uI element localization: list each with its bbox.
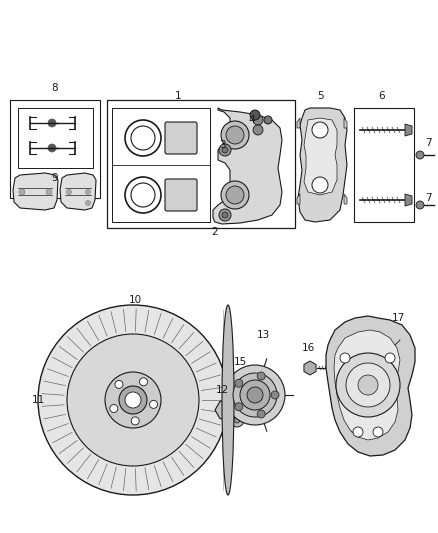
Text: 7: 7 (425, 193, 431, 203)
Circle shape (222, 212, 228, 218)
Polygon shape (405, 194, 412, 206)
Polygon shape (344, 118, 347, 128)
Text: 2: 2 (212, 227, 218, 237)
Circle shape (340, 353, 350, 363)
Circle shape (257, 410, 265, 418)
Circle shape (253, 125, 263, 135)
Text: 10: 10 (128, 295, 141, 305)
Circle shape (115, 381, 123, 389)
Circle shape (222, 147, 228, 153)
Circle shape (264, 116, 272, 124)
Circle shape (105, 372, 161, 428)
Text: 6: 6 (379, 91, 385, 101)
Circle shape (46, 189, 52, 195)
Text: 16: 16 (301, 343, 314, 353)
Circle shape (312, 177, 328, 193)
Text: 15: 15 (233, 357, 247, 367)
Text: 9: 9 (52, 173, 58, 183)
Circle shape (247, 387, 263, 403)
Circle shape (19, 189, 25, 195)
Circle shape (416, 201, 424, 209)
Circle shape (219, 209, 231, 221)
Polygon shape (215, 401, 235, 418)
FancyBboxPatch shape (165, 179, 197, 211)
Polygon shape (405, 124, 412, 136)
Circle shape (125, 392, 141, 408)
Polygon shape (334, 330, 400, 440)
Circle shape (226, 126, 244, 144)
Circle shape (336, 353, 400, 417)
Circle shape (373, 427, 383, 437)
Circle shape (67, 334, 199, 466)
Text: 13: 13 (256, 330, 270, 340)
Circle shape (169, 126, 193, 150)
Circle shape (250, 110, 260, 120)
Circle shape (235, 379, 243, 387)
Circle shape (169, 183, 193, 207)
Text: 8: 8 (52, 83, 58, 93)
Circle shape (416, 151, 424, 159)
Text: 1: 1 (175, 91, 181, 101)
Bar (354, 108, 414, 222)
Polygon shape (304, 118, 337, 195)
Text: 4: 4 (249, 115, 255, 125)
Ellipse shape (222, 305, 234, 495)
Polygon shape (326, 316, 415, 456)
Circle shape (346, 363, 390, 407)
Polygon shape (304, 361, 316, 375)
Polygon shape (13, 173, 58, 210)
Circle shape (48, 119, 56, 127)
Circle shape (353, 427, 363, 437)
Circle shape (312, 122, 328, 138)
Circle shape (257, 372, 265, 380)
Circle shape (139, 378, 148, 386)
Circle shape (38, 305, 228, 495)
Bar (10, 100, 100, 198)
Bar (107, 100, 295, 228)
Text: 12: 12 (215, 385, 229, 395)
Circle shape (221, 181, 249, 209)
Circle shape (253, 115, 263, 125)
Circle shape (67, 190, 71, 195)
Bar (112, 108, 210, 222)
Circle shape (358, 375, 378, 395)
Circle shape (131, 417, 139, 425)
Text: 5: 5 (317, 91, 323, 101)
Circle shape (219, 144, 231, 156)
Polygon shape (213, 108, 282, 224)
Bar (18, 108, 93, 168)
Circle shape (85, 190, 91, 195)
Circle shape (85, 200, 91, 206)
Polygon shape (298, 108, 347, 222)
Polygon shape (60, 173, 96, 210)
Circle shape (48, 144, 56, 152)
Circle shape (119, 386, 147, 414)
Circle shape (230, 413, 244, 427)
Text: 11: 11 (32, 395, 45, 405)
Text: 3: 3 (219, 140, 225, 150)
Polygon shape (297, 118, 300, 128)
Circle shape (233, 373, 277, 417)
Circle shape (385, 353, 395, 363)
FancyBboxPatch shape (165, 122, 197, 154)
Text: 17: 17 (392, 313, 405, 323)
Circle shape (225, 365, 285, 425)
Circle shape (271, 391, 279, 399)
Circle shape (226, 186, 244, 204)
Circle shape (234, 417, 240, 423)
Circle shape (221, 121, 249, 149)
Circle shape (110, 405, 118, 413)
Polygon shape (297, 194, 300, 204)
Polygon shape (344, 194, 347, 204)
Circle shape (235, 403, 243, 411)
Circle shape (240, 380, 270, 410)
Circle shape (149, 400, 158, 408)
Text: 7: 7 (425, 138, 431, 148)
